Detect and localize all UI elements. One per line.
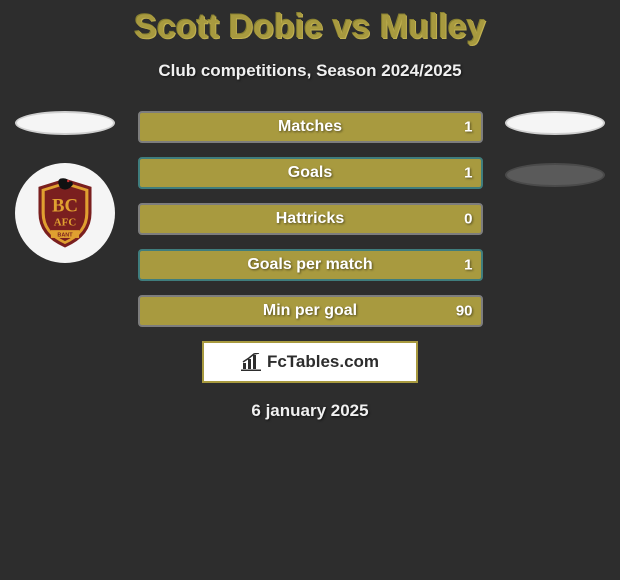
- stat-bars: Matches 1 Goals 1 Hattricks 0 Goals per …: [138, 111, 483, 327]
- stat-bar-matches: Matches 1: [138, 111, 483, 143]
- right-player-column: [500, 111, 610, 215]
- source-logo-text: FcTables.com: [267, 352, 379, 372]
- page-title: Scott Dobie vs Mulley: [0, 0, 620, 47]
- club-crest-icon: BC AFC BANT: [26, 174, 104, 252]
- stat-label: Goals: [288, 164, 332, 182]
- page-subtitle: Club competitions, Season 2024/2025: [0, 61, 620, 81]
- stat-value: 1: [464, 119, 472, 136]
- source-logo-box[interactable]: FcTables.com: [202, 341, 418, 383]
- snapshot-date: 6 january 2025: [0, 401, 620, 421]
- stat-value: 1: [464, 165, 472, 182]
- stat-bar-goals: Goals 1: [138, 157, 483, 189]
- right-player-marker-2: [505, 163, 605, 187]
- right-player-marker-1: [505, 111, 605, 135]
- left-player-column: BC AFC BANT: [10, 111, 120, 263]
- stat-value: 1: [464, 257, 472, 274]
- stat-label: Min per goal: [263, 302, 357, 320]
- bar-chart-icon: [241, 353, 261, 371]
- stat-bar-goals-per-match: Goals per match 1: [138, 249, 483, 281]
- comparison-content: BC AFC BANT Matches 1 Goals 1 Hattricks …: [0, 111, 620, 421]
- stat-value: 90: [456, 303, 473, 320]
- badge-banner-text: BANT: [57, 232, 73, 238]
- stat-label: Goals per match: [247, 256, 372, 274]
- badge-top-text: BC: [52, 195, 78, 216]
- left-player-marker: [15, 111, 115, 135]
- stat-value: 0: [464, 211, 472, 228]
- stat-label: Matches: [278, 118, 342, 136]
- stat-label: Hattricks: [276, 210, 344, 228]
- left-club-badge: BC AFC BANT: [15, 163, 115, 263]
- badge-bottom-text: AFC: [54, 216, 77, 228]
- stat-bar-hattricks: Hattricks 0: [138, 203, 483, 235]
- stat-bar-min-per-goal: Min per goal 90: [138, 295, 483, 327]
